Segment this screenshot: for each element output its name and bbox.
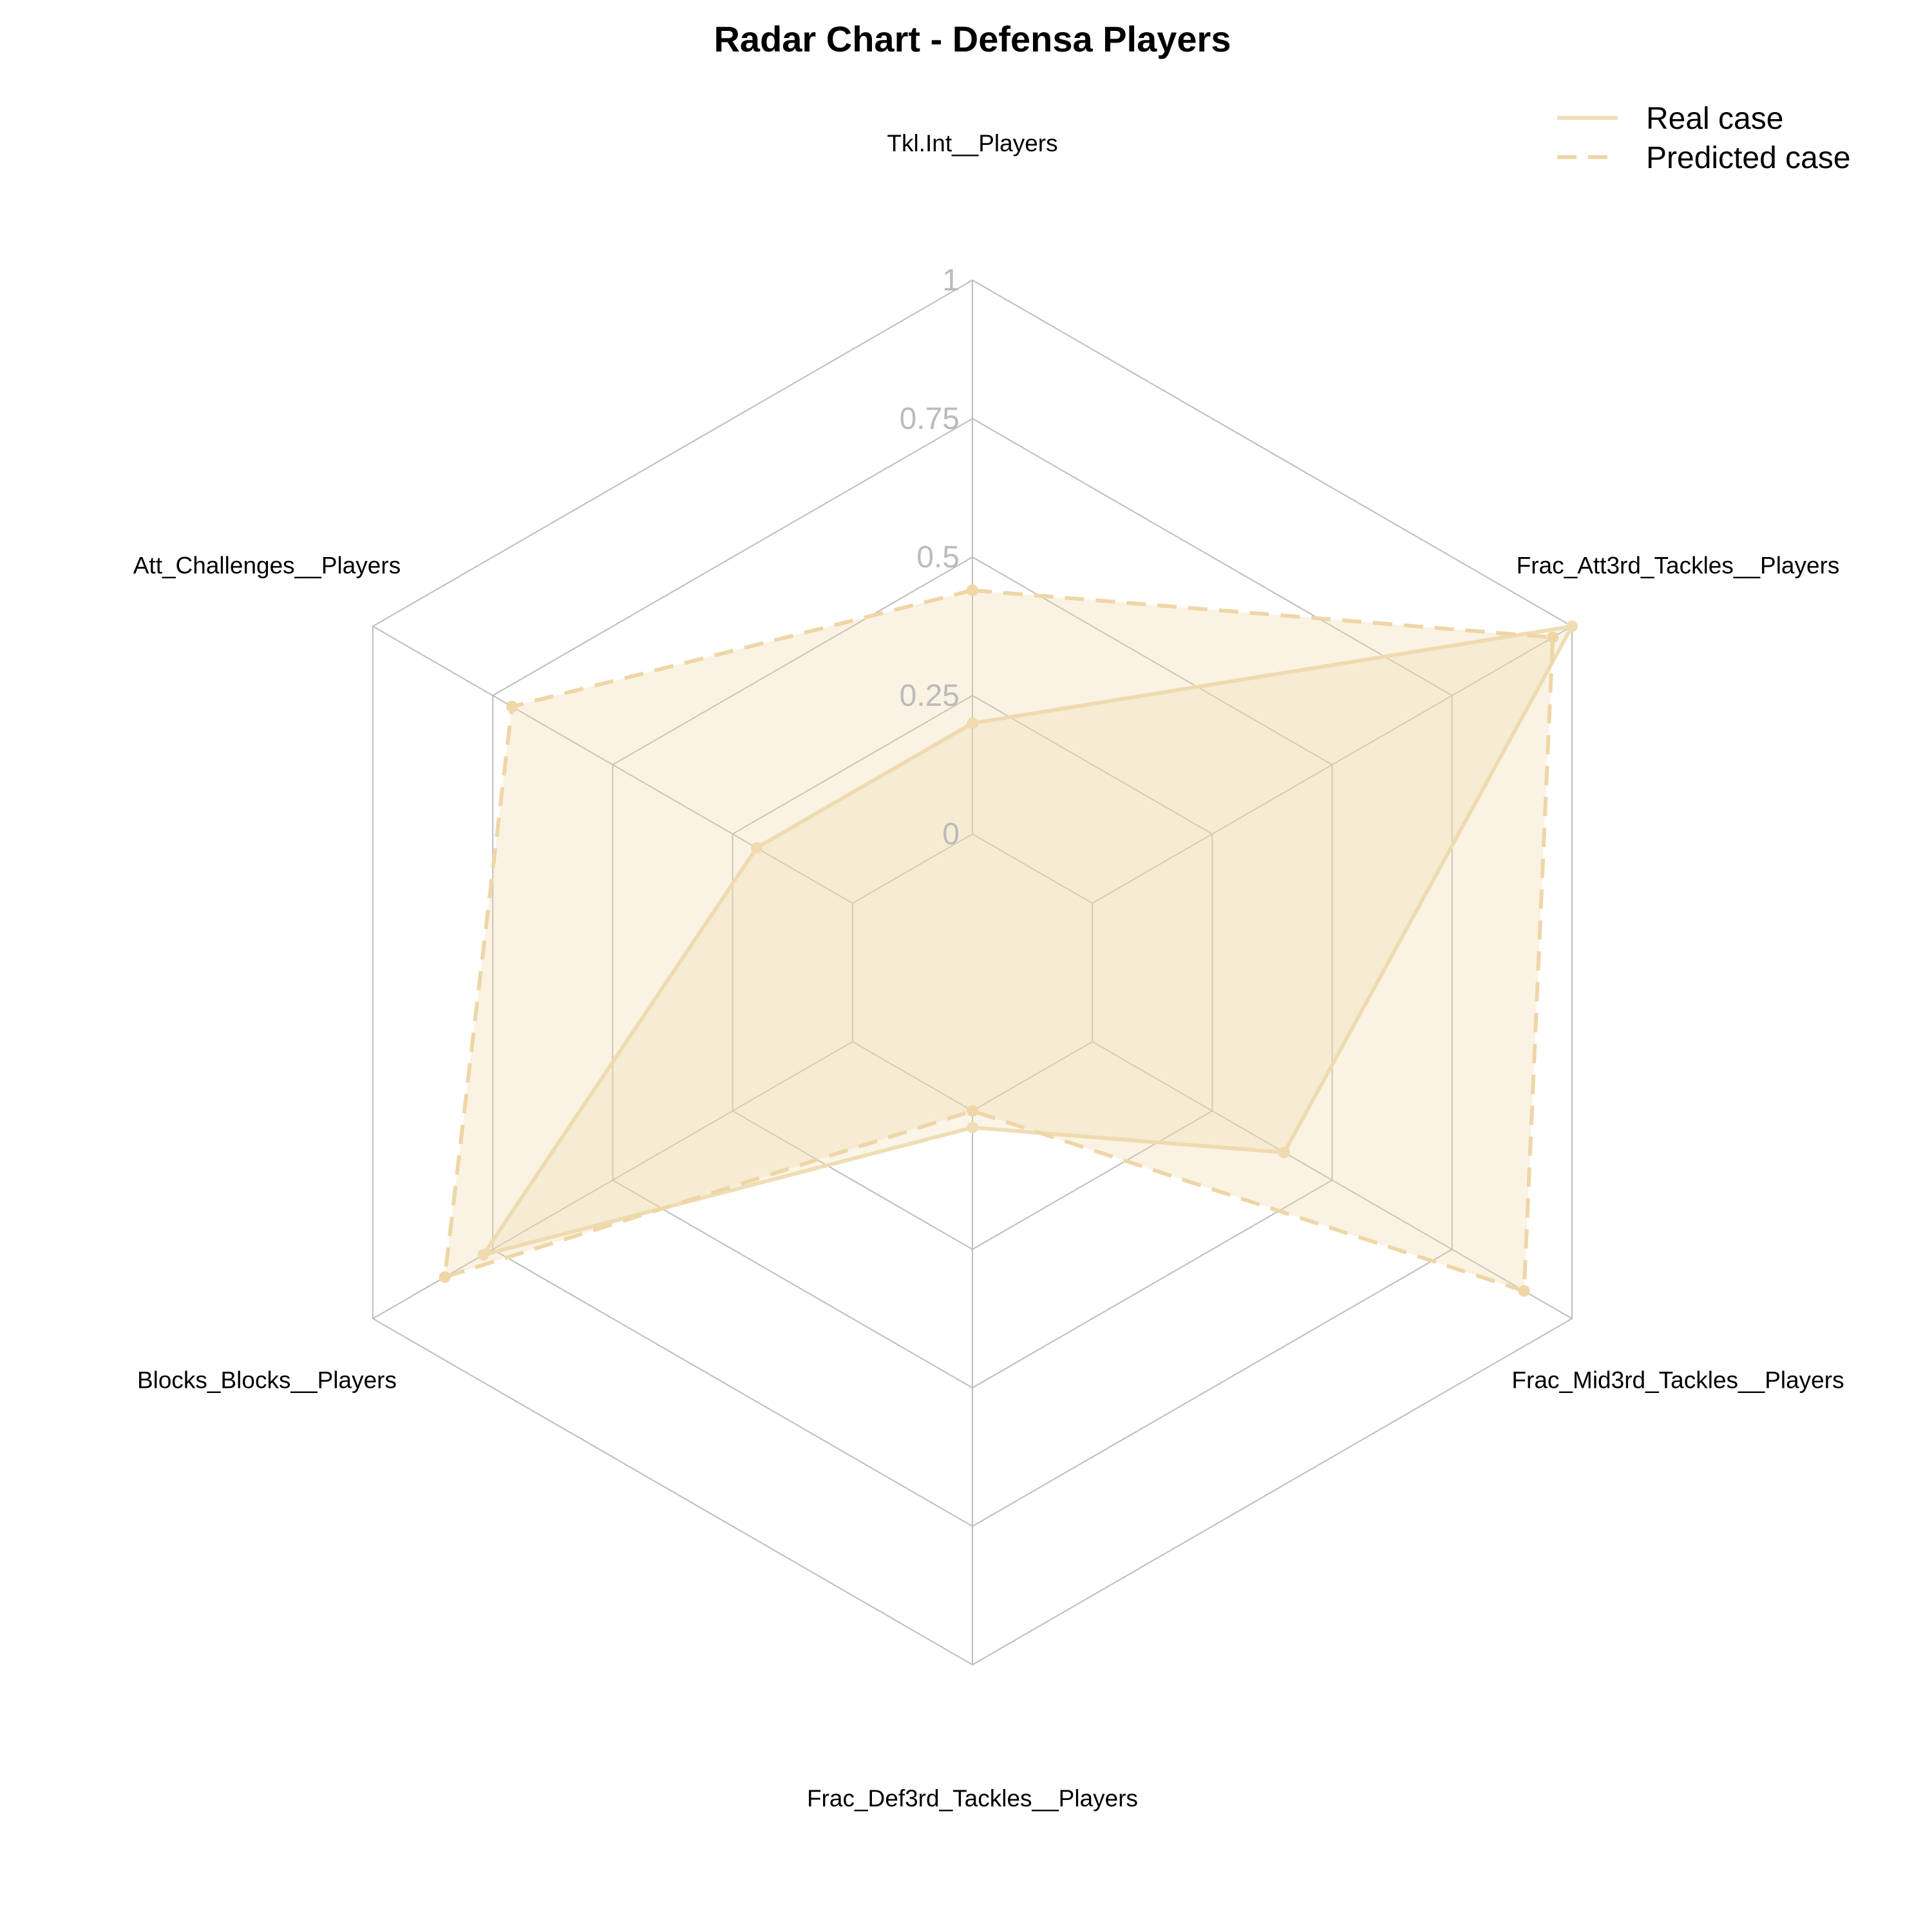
series-0-point-3 <box>967 1121 978 1133</box>
tick-label-4: 1 <box>942 263 960 298</box>
tick-label-0: 0 <box>942 817 960 851</box>
axis-spoke-1 <box>1092 625 1573 904</box>
series-1-point-2 <box>1518 1285 1530 1297</box>
series-1-point-5 <box>506 701 518 713</box>
axis-spoke-5 <box>372 625 853 904</box>
tick-label-1: 0.25 <box>900 679 960 713</box>
tick-label-2: 0.5 <box>916 540 960 574</box>
series-1-point-0 <box>967 584 978 596</box>
series-0-point-5 <box>750 842 762 854</box>
tick-label-3: 0.75 <box>900 402 960 436</box>
series-area-0 <box>483 626 1572 1255</box>
axis-label-2: Frac_Mid3rd_Tackles__Players <box>1511 1367 1844 1394</box>
axis-labels: Tkl.Int__Players Frac_Att3rd_Tackles__Pla… <box>133 130 1844 1812</box>
legend-label-0: Real case <box>1646 102 1783 136</box>
axis-spoke-2 <box>1092 1041 1573 1320</box>
series-1-point-3 <box>967 1105 978 1117</box>
axis-label-3: Frac_Def3rd_Tackles__Players <box>807 1785 1138 1812</box>
axis-label-1: Frac_Att3rd_Tackles__Players <box>1517 553 1840 579</box>
series-1-point-1 <box>1547 631 1559 643</box>
legend: Real case Predicted case <box>1557 102 1851 175</box>
series-0-point-0 <box>967 717 978 729</box>
axis-label-5: Att_Challenges__Players <box>133 553 401 579</box>
tick-labels: 0 0.25 0.5 0.75 1 <box>900 263 960 851</box>
chart-title: Radar Chart - Defensa Players <box>714 19 1231 59</box>
radar-series <box>439 584 1578 1297</box>
series-1-point-4 <box>439 1271 451 1283</box>
series-0-point-4 <box>477 1249 489 1261</box>
series-0-point-1 <box>1566 620 1578 632</box>
legend-label-1: Predicted case <box>1646 141 1851 175</box>
series-0-point-2 <box>1278 1146 1291 1159</box>
series-area-1 <box>444 590 1553 1291</box>
axis-spoke-4 <box>372 1041 853 1320</box>
axis-label-4: Blocks_Blocks__Players <box>137 1367 397 1394</box>
axis-label-0: Tkl.Int__Players <box>887 130 1057 156</box>
